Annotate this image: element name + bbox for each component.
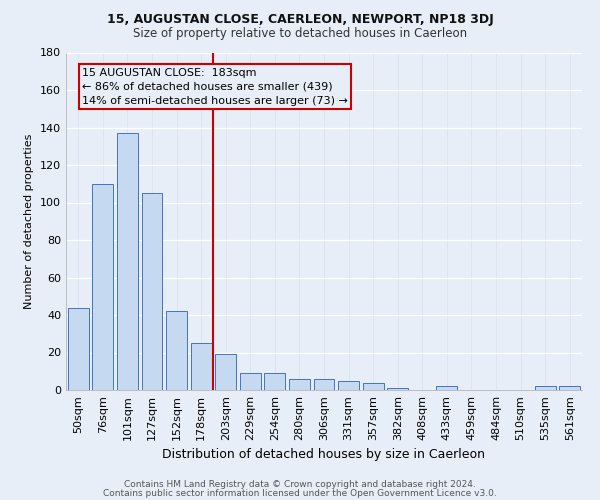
Bar bbox=[314, 379, 334, 390]
Bar bbox=[215, 354, 236, 390]
Bar bbox=[142, 193, 163, 390]
X-axis label: Distribution of detached houses by size in Caerleon: Distribution of detached houses by size … bbox=[163, 448, 485, 462]
Bar bbox=[117, 133, 138, 390]
Text: Contains HM Land Registry data © Crown copyright and database right 2024.: Contains HM Land Registry data © Crown c… bbox=[124, 480, 476, 489]
Bar bbox=[265, 373, 286, 390]
Bar bbox=[166, 311, 187, 390]
Bar bbox=[191, 343, 212, 390]
Bar bbox=[240, 373, 261, 390]
Bar bbox=[338, 380, 359, 390]
Bar bbox=[68, 308, 89, 390]
Text: Size of property relative to detached houses in Caerleon: Size of property relative to detached ho… bbox=[133, 28, 467, 40]
Text: Contains public sector information licensed under the Open Government Licence v3: Contains public sector information licen… bbox=[103, 488, 497, 498]
Bar bbox=[387, 388, 408, 390]
Y-axis label: Number of detached properties: Number of detached properties bbox=[25, 134, 34, 309]
Bar bbox=[559, 386, 580, 390]
Bar bbox=[535, 386, 556, 390]
Bar bbox=[436, 386, 457, 390]
Bar bbox=[289, 379, 310, 390]
Text: 15, AUGUSTAN CLOSE, CAERLEON, NEWPORT, NP18 3DJ: 15, AUGUSTAN CLOSE, CAERLEON, NEWPORT, N… bbox=[107, 12, 493, 26]
Text: 15 AUGUSTAN CLOSE:  183sqm
← 86% of detached houses are smaller (439)
14% of sem: 15 AUGUSTAN CLOSE: 183sqm ← 86% of detac… bbox=[82, 68, 348, 106]
Bar bbox=[362, 382, 383, 390]
Bar bbox=[92, 184, 113, 390]
